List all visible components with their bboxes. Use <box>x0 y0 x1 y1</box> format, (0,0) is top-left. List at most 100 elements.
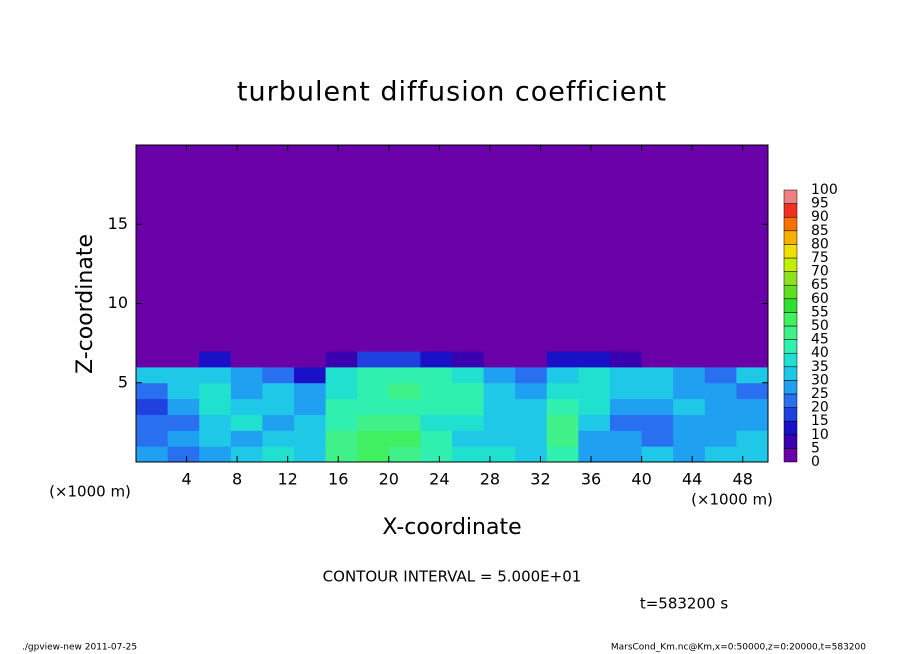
field-cell <box>610 382 643 400</box>
field-cell <box>230 414 263 431</box>
colorbar-swatch <box>783 407 798 422</box>
colorbar-label: 80 <box>811 236 829 252</box>
colorbar-label: 55 <box>811 304 829 320</box>
field-cell <box>357 382 390 400</box>
colorbar-label: 0 <box>811 454 820 470</box>
field-cell <box>736 366 769 384</box>
field-cell <box>357 398 390 415</box>
field <box>136 145 769 463</box>
x-tick-label: 4 <box>181 470 191 489</box>
field-cell <box>673 414 706 431</box>
field-cell <box>673 430 706 447</box>
colorbar-label: 25 <box>811 386 829 402</box>
field-cell <box>546 351 579 368</box>
field-cell <box>167 351 200 368</box>
colorbar-swatch <box>783 380 798 395</box>
field-cell <box>515 446 548 463</box>
field-cell <box>736 351 769 368</box>
footer-left: ./gpview-new 2011-07-25 <box>22 643 137 653</box>
colorbar-label: 35 <box>811 359 829 375</box>
field-cell <box>546 366 579 384</box>
axes: 4 8 12 16 20 24 28 32 36 40 44 48510150510152025303… <box>108 144 838 489</box>
colorbar-swatch <box>783 434 798 449</box>
field-cell <box>641 351 674 368</box>
x-tick-label: 48 <box>733 470 753 489</box>
field-cell <box>325 414 358 431</box>
field-cell <box>325 145 358 352</box>
field-cell <box>357 145 390 352</box>
field-cell <box>610 446 643 463</box>
field-cell <box>325 366 358 384</box>
y-tick-label: 5 <box>118 372 128 391</box>
y-tick-label: 15 <box>108 214 128 233</box>
field-cell <box>230 446 263 463</box>
field-cell <box>704 351 737 368</box>
field-cell <box>641 446 674 463</box>
field-cell <box>199 145 232 352</box>
field-cell <box>610 145 643 352</box>
field-cell <box>483 366 516 384</box>
field-cell <box>325 430 358 447</box>
colorbar-label: 30 <box>811 372 829 388</box>
x-tick-label: 16 <box>328 470 348 489</box>
field-cell <box>262 414 295 431</box>
colorbar-label: 20 <box>811 400 829 416</box>
field-cell <box>294 414 327 431</box>
x-tick-label: 28 <box>480 470 500 489</box>
colorbar-label: 15 <box>811 413 829 429</box>
colorbar-swatch <box>783 312 798 327</box>
field-cell <box>641 366 674 384</box>
field-cell <box>230 430 263 447</box>
x-tick-label: 24 <box>429 470 449 489</box>
field-cell <box>388 351 421 368</box>
colorbar-swatch <box>783 216 798 232</box>
x-axis-label: X-coordinate <box>382 515 521 540</box>
field-cell <box>199 446 232 463</box>
field-cell <box>388 366 421 384</box>
x-tick-label: 12 <box>278 470 298 489</box>
field-cell <box>262 145 295 352</box>
colorbar-swatch <box>783 366 798 381</box>
colorbar-label: 50 <box>811 318 829 334</box>
field-cell <box>199 430 232 447</box>
colorbar-swatch <box>783 393 798 408</box>
field-cell <box>167 382 200 400</box>
field-cell <box>546 446 579 463</box>
field-cell <box>136 351 169 368</box>
field-cell <box>262 446 295 463</box>
field-cell <box>230 145 263 352</box>
field-cell <box>420 382 453 400</box>
colorbar-label: 70 <box>811 264 829 280</box>
field-cell <box>420 366 453 384</box>
footer-right: MarsCond_Km.nc@Km,x=0:50000,z=0:20000,t=… <box>611 643 866 653</box>
colorbar-swatch <box>783 325 798 340</box>
field-cell <box>704 446 737 463</box>
field-cell <box>578 382 611 400</box>
y-tick-label: 10 <box>108 293 128 312</box>
field-cell <box>704 382 737 400</box>
colorbar-swatch <box>783 189 798 204</box>
field-cell <box>420 446 453 463</box>
field-cell <box>452 351 485 368</box>
field-cell <box>388 398 421 415</box>
field-cell <box>578 351 611 368</box>
colorbar-swatch <box>783 257 798 272</box>
field-cell <box>578 366 611 384</box>
colorbar-label: 95 <box>811 196 829 212</box>
field-cell <box>641 382 674 400</box>
field-cell <box>578 430 611 447</box>
field-cell <box>673 382 706 400</box>
field-cell <box>388 414 421 431</box>
field-cell <box>673 145 706 352</box>
field-cell <box>420 414 453 431</box>
field-cell <box>199 382 232 400</box>
colorbar-label: 5 <box>811 440 820 456</box>
field-cell <box>199 398 232 415</box>
x-tick-label: 8 <box>232 470 242 489</box>
field-cell <box>230 351 263 368</box>
field-cell <box>230 366 263 384</box>
field-cell <box>483 398 516 415</box>
contour-interval: CONTOUR INTERVAL = 5.000E+01 <box>323 568 582 586</box>
x-tick-label: 20 <box>379 470 399 489</box>
